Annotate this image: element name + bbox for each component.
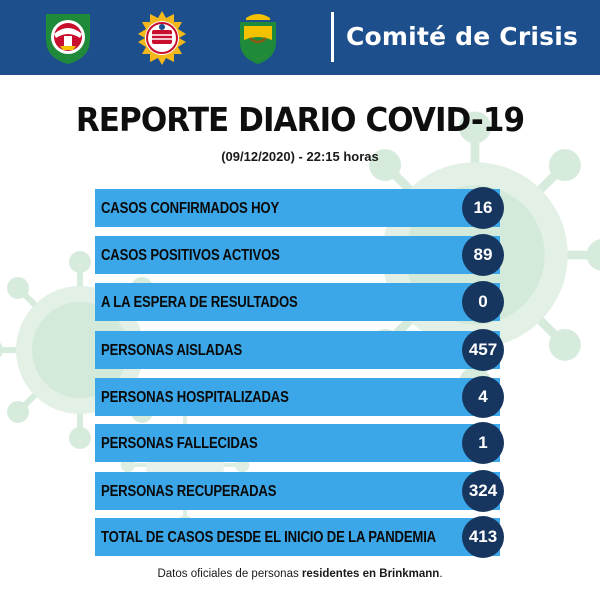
- stat-value-badge: 0: [462, 281, 504, 323]
- stat-row-fallecidas: PERSONAS FALLECIDAS: [95, 424, 500, 462]
- header-bar: Comité de Crisis: [0, 0, 600, 75]
- header-divider: [331, 12, 334, 62]
- stat-row-positivos-activos: CASOS POSITIVOS ACTIVOS: [95, 236, 500, 274]
- stat-label: PERSONAS HOSPITALIZADAS: [101, 389, 289, 406]
- report-date: (09/12/2020) - 22:15 horas: [221, 149, 379, 164]
- report-title: REPORTE DIARIO COVID-19: [75, 100, 525, 139]
- stat-label: PERSONAS AISLADAS: [101, 342, 243, 359]
- stat-value-badge: 324: [462, 470, 504, 512]
- stat-label: PERSONAS RECUPERADAS: [101, 483, 277, 500]
- police-seal-icon: [138, 11, 186, 65]
- stat-value-badge: 1: [462, 422, 504, 464]
- stat-label: CASOS POSITIVOS ACTIVOS: [101, 247, 280, 264]
- stat-value-badge: 89: [462, 234, 504, 276]
- stat-row-total-casos: TOTAL DE CASOS DESDE EL INICIO DE LA PAN…: [95, 518, 500, 556]
- stat-row-espera-resultados: A LA ESPERA DE RESULTADOS: [95, 283, 500, 321]
- stat-row-hospitalizadas: PERSONAS HOSPITALIZADAS: [95, 378, 500, 416]
- footnote: Datos oficiales de personas residentes e…: [0, 568, 600, 580]
- stat-label: PERSONAS FALLECIDAS: [101, 435, 258, 452]
- stat-label: CASOS CONFIRMADOS HOY: [101, 200, 280, 217]
- header-title: Comité de Crisis: [346, 22, 579, 51]
- stat-value-badge: 457: [462, 329, 504, 371]
- footnote-prefix: Datos oficiales de personas: [157, 568, 302, 580]
- stat-row-confirmados-hoy: CASOS CONFIRMADOS HOY: [95, 189, 500, 227]
- stat-value-badge: 16: [462, 187, 504, 229]
- municipal-shield-icon: [240, 14, 276, 64]
- stat-label: A LA ESPERA DE RESULTADOS: [101, 294, 298, 311]
- stat-value-badge: 4: [462, 376, 504, 418]
- footnote-bold: residentes en Brinkmann: [301, 568, 440, 580]
- footnote-suffix: .: [439, 568, 443, 580]
- stat-label: TOTAL DE CASOS DESDE EL INICIO DE LA PAN…: [101, 529, 436, 546]
- stat-row-recuperadas: PERSONAS RECUPERADAS: [95, 472, 500, 510]
- stat-value-badge: 413: [462, 516, 504, 558]
- stat-row-personas-aisladas: PERSONAS AISLADAS: [95, 331, 500, 369]
- firefighters-emblem-icon: [46, 14, 90, 64]
